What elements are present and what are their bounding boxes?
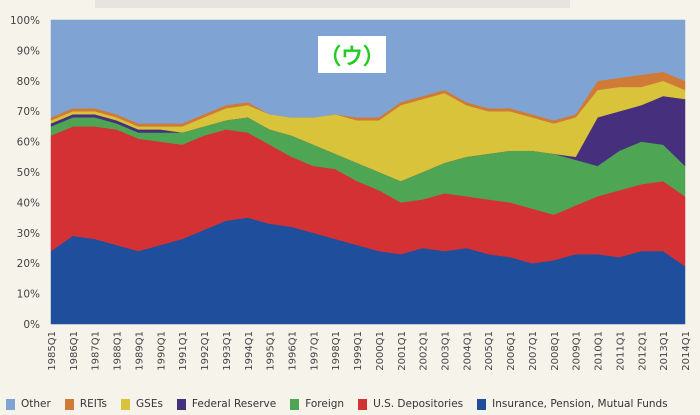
legend: Other REITs GSEs Federal Reserve Foreign U.S.… [6, 397, 682, 411]
legend-swatch [477, 399, 486, 410]
x-tick-label: 2002Q1 [419, 331, 430, 371]
x-tick-label: 2004Q1 [462, 331, 473, 371]
x-tick-label: 2014Q1 [681, 331, 692, 371]
x-tick-label: 1993Q1 [222, 331, 233, 371]
x-tick-label: 2008Q1 [550, 331, 561, 371]
x-tick-label: 1989Q1 [134, 331, 145, 371]
figure-label: （ウ） [318, 36, 386, 73]
x-tick-label: 1990Q1 [156, 331, 167, 371]
y-tick-label: 60% [17, 137, 40, 149]
legend-label: U.S. Depositories [373, 398, 463, 410]
x-tick-label: 1991Q1 [178, 331, 189, 371]
x-tick-label: 2003Q1 [441, 331, 452, 371]
y-tick-label: 70% [17, 106, 40, 118]
x-tick-label: 1996Q1 [287, 331, 298, 371]
legend-label: Federal Reserve [192, 398, 276, 410]
legend-item: Federal Reserve [177, 398, 276, 410]
x-tick-label: 2000Q1 [375, 331, 386, 371]
legend-item: GSEs [121, 398, 163, 410]
y-tick-label: 0% [23, 319, 40, 331]
legend-item: Foreign [290, 398, 344, 410]
legend-label: REITs [80, 398, 107, 410]
y-tick-label: 30% [17, 228, 40, 240]
legend-swatch [177, 399, 186, 410]
x-tick-label: 2011Q1 [615, 331, 626, 371]
x-tick-label: 1994Q1 [244, 331, 255, 371]
y-tick-label: 10% [17, 289, 40, 301]
legend-item: Insurance, Pension, Mutual Funds [477, 398, 668, 410]
legend-label: Foreign [305, 398, 344, 410]
legend-swatch [65, 399, 74, 410]
x-tick-label: 1995Q1 [266, 331, 277, 371]
x-tick-label: 2009Q1 [572, 331, 583, 371]
y-tick-label: 20% [17, 258, 40, 270]
y-tick-label: 50% [17, 167, 40, 179]
legend-label: GSEs [136, 398, 163, 410]
y-tick-label: 100% [10, 15, 40, 27]
x-tick-label: 1998Q1 [331, 331, 342, 371]
x-tick-label: 2005Q1 [484, 331, 495, 371]
x-tick-label: 1986Q1 [69, 331, 80, 371]
legend-item: Other [6, 398, 51, 410]
x-tick-label: 1992Q1 [200, 331, 211, 371]
y-tick-label: 90% [17, 45, 40, 57]
x-tick-label: 1987Q1 [91, 331, 102, 371]
legend-label: Other [21, 398, 51, 410]
x-tick-label: 2006Q1 [506, 331, 517, 371]
x-tick-label: 2010Q1 [594, 331, 605, 371]
y-tick-label: 80% [17, 76, 40, 88]
legend-label: Insurance, Pension, Mutual Funds [492, 398, 668, 410]
legend-swatch [121, 399, 130, 410]
x-tick-label: 2012Q1 [637, 331, 648, 371]
legend-swatch [358, 399, 367, 410]
legend-item: REITs [65, 398, 107, 410]
x-tick-label: 1988Q1 [113, 331, 124, 371]
x-tick-label: 2013Q1 [659, 331, 670, 371]
legend-swatch [290, 399, 299, 410]
x-tick-label: 1997Q1 [309, 331, 320, 371]
x-tick-label: 1985Q1 [47, 331, 58, 371]
x-tick-label: 2007Q1 [528, 331, 539, 371]
legend-item: U.S. Depositories [358, 398, 463, 410]
y-axis-ticks: 0% 10% 20% 30% 40% 50% 60% 70% 80% 90% 100% [10, 15, 40, 331]
x-tick-label: 1999Q1 [353, 331, 364, 371]
legend-swatch [6, 399, 15, 410]
y-tick-label: 40% [17, 197, 40, 209]
x-tick-label: 2001Q1 [397, 331, 408, 371]
x-axis-ticks: 1985Q1 1986Q1 1987Q1 1988Q1 1989Q1 1990Q1 1991… [47, 331, 692, 371]
